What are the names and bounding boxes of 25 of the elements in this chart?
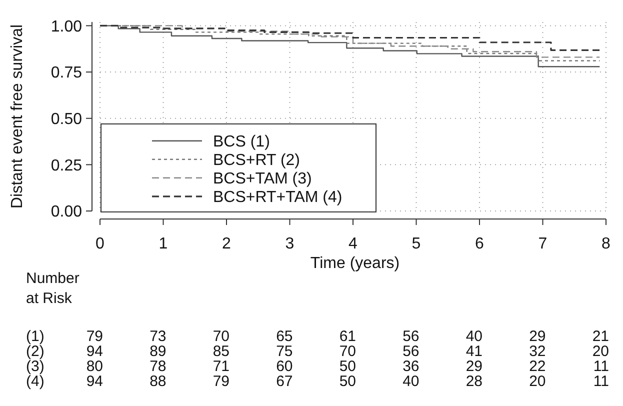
x-tick-label: 1 bbox=[158, 236, 168, 253]
legend-label: BCS+RT+TAM (4) bbox=[213, 189, 342, 206]
risk-table-row: (4) 94 88 79 67 50 40 28 20 11 bbox=[26, 373, 609, 390]
x-tick-label: 0 bbox=[96, 236, 105, 253]
x-tick-label: 6 bbox=[475, 236, 484, 253]
x-tick-label: 5 bbox=[412, 236, 421, 253]
risk-table-row: (2) 94 89 85 75 70 56 41 32 20 bbox=[26, 343, 609, 360]
text: Number at Risk bbox=[26, 270, 80, 307]
x-axis-title: Time (years) bbox=[310, 255, 400, 272]
y-tick-label: 0.50 bbox=[50, 110, 82, 128]
x-tick-label: 2 bbox=[222, 236, 232, 253]
y-tick-label: 0.00 bbox=[50, 204, 82, 221]
legend-label: BCS+RT (2) bbox=[213, 152, 300, 170]
x-tick-label: 7 bbox=[538, 236, 548, 253]
y-axis-title: Distant event free survival bbox=[9, 24, 26, 209]
legend-label: BCS (1) bbox=[213, 134, 270, 151]
y-tick-label: 1.00 bbox=[50, 18, 82, 36]
y-tick-label: 0.75 bbox=[50, 64, 82, 82]
x-tick-label: 4 bbox=[348, 236, 358, 253]
x-tick-label: 8 bbox=[602, 236, 611, 253]
y-tick-label: 0.25 bbox=[50, 157, 82, 174]
x-tick-label: 3 bbox=[285, 236, 294, 253]
risk-table-row: (3) 80 78 71 60 50 36 29 22 11 bbox=[26, 358, 609, 375]
legend-label: BCS+TAM (3) bbox=[213, 170, 312, 188]
risk-table-row: (1) 79 73 70 65 61 56 40 29 21 bbox=[26, 328, 609, 345]
